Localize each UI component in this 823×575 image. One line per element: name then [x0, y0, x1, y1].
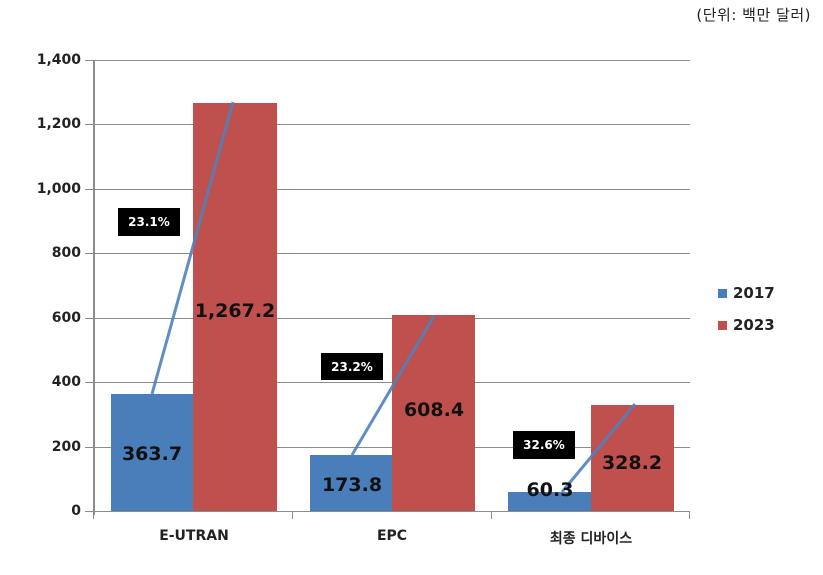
unit-label: (단위: 백만 달러) — [696, 6, 811, 24]
legend-swatch-2017 — [718, 288, 727, 298]
x-tick — [292, 511, 293, 519]
legend-item-2017: 2017 — [718, 277, 775, 309]
value-label-device-2023: 328.2 — [601, 452, 663, 474]
x-tick — [491, 511, 492, 519]
legend: 2017 2023 — [718, 277, 775, 341]
y-axis-line — [93, 60, 95, 515]
y-tick — [85, 188, 93, 190]
plot-area — [85, 60, 690, 519]
y-tick-label-1400: 1,400 — [36, 52, 81, 68]
value-label-device-2017: 60.3 — [526, 479, 574, 501]
legend-label-2017: 2017 — [733, 284, 775, 302]
x-label-epc: EPC — [376, 528, 408, 544]
x-tick — [93, 511, 94, 519]
y-tick — [85, 511, 93, 512]
cagr-badge-epc: 23.2% — [321, 353, 383, 380]
x-label-device: 최종 디바이스 — [549, 531, 633, 547]
x-label-eutran: E-UTRAN — [159, 528, 229, 544]
bar-device-2017 — [508, 491, 591, 511]
y-tick — [85, 446, 93, 448]
y-tick-label-0: 0 — [71, 503, 81, 519]
value-label-epc-2023: 608.4 — [403, 399, 465, 421]
y-tick — [85, 317, 93, 319]
legend-item-2023: 2023 — [718, 309, 775, 341]
cagr-badge-device: 32.6% — [513, 431, 575, 459]
bar-epc-2017 — [310, 455, 392, 511]
gridline-1000 — [93, 188, 690, 190]
value-label-epc-2017: 173.8 — [321, 474, 383, 496]
legend-swatch-2023 — [718, 320, 727, 330]
gridline-800 — [93, 253, 690, 255]
cagr-badge-eutran: 23.1% — [118, 208, 180, 236]
y-tick — [85, 124, 93, 126]
value-label-eutran-2023: 1,267.2 — [194, 300, 276, 322]
y-tick-label-1000: 1,000 — [36, 180, 81, 197]
y-tick-label-800: 800 — [51, 245, 81, 262]
x-tick — [689, 511, 690, 519]
y-tick — [85, 382, 93, 384]
y-tick — [85, 60, 93, 61]
value-label-eutran-2017: 363.7 — [121, 443, 183, 465]
y-tick-label-200: 200 — [51, 438, 81, 455]
y-tick — [85, 253, 93, 255]
y-tick-label-1200: 1,200 — [36, 116, 81, 133]
bar-eutran-2017 — [111, 393, 193, 511]
gridline-1400 — [93, 60, 690, 61]
y-tick-label-600: 600 — [51, 309, 81, 326]
gridline-1200 — [93, 124, 690, 126]
legend-label-2023: 2023 — [733, 316, 775, 334]
x-axis-line — [93, 511, 690, 512]
y-tick-label-400: 400 — [51, 374, 81, 391]
